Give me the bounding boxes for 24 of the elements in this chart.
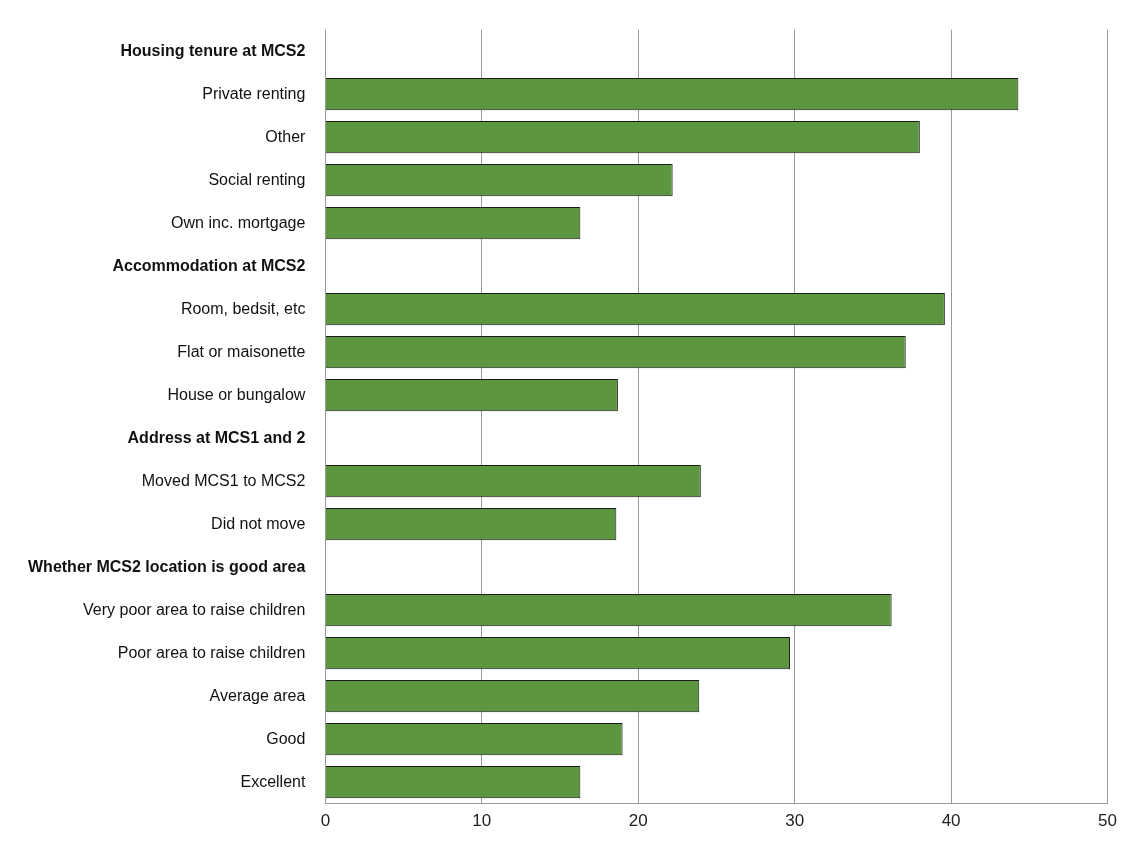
- y-tick-label: Very poor area to raise children: [83, 600, 306, 618]
- y-tick-label: Room, bedsit, etc: [180, 299, 306, 317]
- y-tick-label: Flat or maisonette: [177, 342, 306, 360]
- y-tick-label: Moved MCS1 to MCS2: [141, 471, 306, 489]
- y-tick-label: Excellent: [240, 772, 306, 790]
- y-tick-label: Accommodation at MCS2: [112, 256, 306, 274]
- x-tick-label: 20: [628, 811, 648, 831]
- y-tick-label: Address at MCS1 and 2: [127, 428, 306, 446]
- y-tick-label: Housing tenure at MCS2: [120, 41, 306, 59]
- x-tick-label: 50: [1098, 811, 1118, 831]
- y-tick-label: House or bungalow: [167, 385, 306, 403]
- x-tick-label: 0: [320, 811, 331, 831]
- x-tick-label: 10: [472, 811, 492, 831]
- y-tick-label: Private renting: [202, 84, 306, 102]
- y-tick-label: Own inc. mortgage: [171, 213, 306, 231]
- y-tick-label: Poor area to raise children: [117, 643, 306, 661]
- x-tick-label: 30: [785, 811, 805, 831]
- y-tick-label: Whether MCS2 location is good area: [28, 557, 306, 575]
- y-tick-label: Social renting: [208, 170, 306, 188]
- y-tick-label: Average area: [209, 686, 306, 704]
- x-tick-label: 40: [941, 811, 961, 831]
- y-tick-label: Good: [266, 729, 306, 747]
- y-tick-label: Other: [265, 127, 307, 145]
- y-tick-label: Did not move: [211, 514, 306, 532]
